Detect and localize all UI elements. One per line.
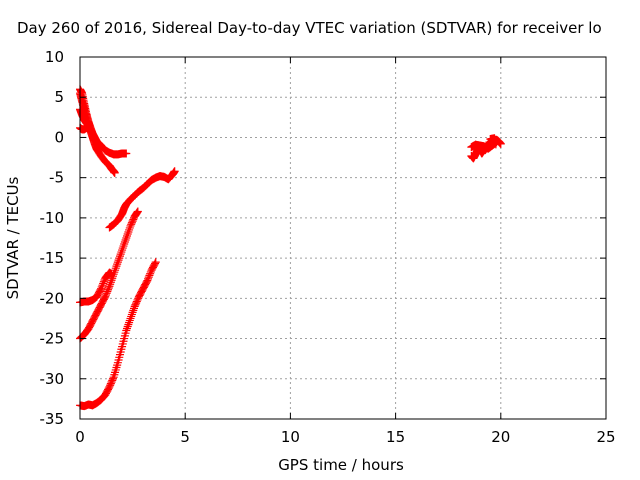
data-series bbox=[467, 134, 505, 163]
data-point bbox=[127, 310, 136, 319]
y-tick-label: -15 bbox=[40, 249, 65, 267]
data-point bbox=[127, 312, 136, 321]
data-point bbox=[114, 256, 123, 265]
data-point bbox=[111, 266, 120, 275]
data-point bbox=[111, 264, 120, 273]
data-point bbox=[115, 252, 124, 261]
data-point bbox=[108, 274, 117, 283]
chart-title: Day 260 of 2016, Sidereal Day-to-day VTE… bbox=[17, 19, 602, 37]
y-tick-label: -5 bbox=[49, 169, 64, 187]
data-point bbox=[123, 322, 132, 331]
data-point bbox=[106, 278, 115, 287]
data-point bbox=[125, 223, 134, 232]
y-tick-label: 5 bbox=[54, 88, 64, 106]
data-point bbox=[121, 236, 130, 245]
data-point bbox=[122, 231, 131, 240]
y-tick-label: -20 bbox=[40, 289, 65, 307]
data-point bbox=[144, 273, 153, 282]
data-point bbox=[110, 168, 119, 177]
data-point bbox=[490, 134, 499, 143]
plot-frame bbox=[79, 56, 607, 420]
data-points bbox=[76, 85, 505, 411]
data-point bbox=[116, 250, 125, 259]
data-point bbox=[129, 306, 138, 315]
data-point bbox=[145, 271, 154, 280]
data-point bbox=[122, 326, 131, 335]
data-point bbox=[126, 314, 135, 323]
data-point bbox=[99, 279, 108, 288]
x-tick-label: 5 bbox=[180, 428, 190, 446]
y-tick-label: -35 bbox=[40, 410, 65, 428]
axis-ticks: 0 5 10 15 20 25 10 5 0 -5 -10 -15 -20 -25 -30 -35 bbox=[40, 48, 616, 446]
data-point bbox=[104, 285, 113, 294]
grid-lines bbox=[80, 57, 606, 419]
x-tick-label: 20 bbox=[491, 428, 510, 446]
data-point bbox=[151, 258, 160, 267]
data-point bbox=[144, 274, 153, 283]
x-tick-label: 10 bbox=[281, 428, 300, 446]
data-point bbox=[109, 270, 118, 279]
data-point bbox=[101, 292, 110, 301]
data-point bbox=[103, 287, 112, 296]
data-point bbox=[98, 281, 107, 290]
data-point bbox=[123, 229, 132, 238]
data-point bbox=[110, 268, 119, 277]
data-point bbox=[125, 318, 134, 327]
data-point bbox=[112, 262, 121, 271]
data-point bbox=[120, 238, 129, 247]
x-axis-label: GPS time / hours bbox=[278, 456, 404, 474]
data-point bbox=[125, 225, 134, 234]
data-point bbox=[120, 240, 129, 249]
data-series bbox=[76, 258, 160, 411]
data-point bbox=[108, 374, 117, 383]
data-point bbox=[122, 324, 131, 333]
y-tick-label: 10 bbox=[45, 48, 64, 66]
data-point bbox=[105, 282, 114, 291]
data-point bbox=[130, 304, 139, 313]
data-point bbox=[125, 316, 134, 325]
y-tick-label: -10 bbox=[40, 209, 65, 227]
data-point bbox=[97, 284, 106, 293]
data-point bbox=[124, 320, 133, 329]
x-tick-label: 0 bbox=[75, 428, 85, 446]
data-point bbox=[106, 280, 115, 289]
data-point bbox=[113, 260, 122, 269]
data-point bbox=[146, 269, 155, 278]
data-point bbox=[170, 167, 179, 176]
y-tick-label: -30 bbox=[40, 370, 65, 388]
data-point bbox=[151, 259, 160, 268]
data-point bbox=[119, 242, 128, 251]
x-tick-label: 15 bbox=[386, 428, 405, 446]
data-series bbox=[105, 167, 179, 232]
data-point bbox=[117, 248, 126, 257]
data-point bbox=[118, 246, 127, 255]
data-point bbox=[133, 207, 142, 216]
data-series bbox=[76, 207, 142, 343]
data-point bbox=[104, 284, 113, 293]
y-tick-label: -25 bbox=[40, 330, 65, 348]
data-point bbox=[124, 227, 133, 236]
data-point bbox=[143, 276, 152, 285]
y-axis-label: SDTVAR / TECUs bbox=[4, 176, 22, 299]
x-tick-label: 25 bbox=[596, 428, 615, 446]
y-tick-label: 0 bbox=[54, 128, 64, 146]
data-point bbox=[108, 272, 117, 281]
data-point bbox=[122, 149, 131, 158]
data-point bbox=[122, 234, 131, 242]
data-series bbox=[76, 268, 116, 307]
data-point bbox=[102, 289, 111, 298]
data-point bbox=[118, 244, 127, 253]
data-point bbox=[115, 254, 124, 263]
data-point bbox=[128, 308, 137, 317]
data-point bbox=[101, 290, 110, 299]
data-point bbox=[99, 277, 108, 286]
data-point bbox=[86, 127, 95, 136]
data-point bbox=[107, 276, 116, 285]
data-point bbox=[97, 282, 106, 291]
data-point bbox=[113, 258, 122, 267]
data-series bbox=[76, 123, 95, 136]
